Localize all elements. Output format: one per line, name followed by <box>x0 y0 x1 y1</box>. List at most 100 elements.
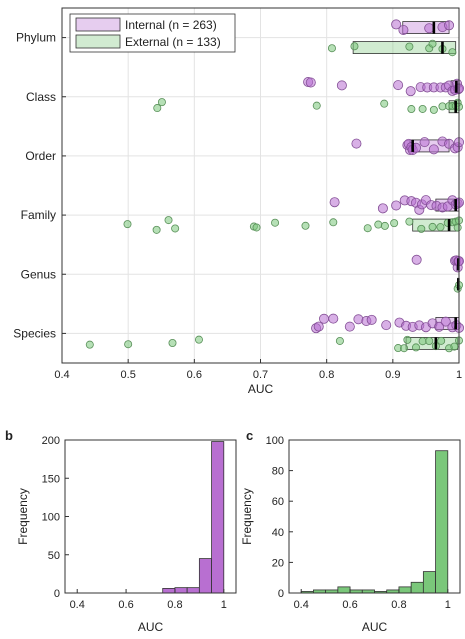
data-point <box>444 20 455 31</box>
panel-b-histogram: b 0.4 0.6 0.8 1 0 50 100 150 200 AUC Frequency <box>5 428 237 634</box>
data-point <box>153 104 162 113</box>
data-point <box>157 98 166 107</box>
data-point <box>428 222 437 231</box>
data-point <box>390 219 399 228</box>
data-point <box>329 197 340 208</box>
data-point <box>391 200 402 211</box>
data-point <box>312 101 321 110</box>
panel-a-medians <box>411 21 460 350</box>
x-tick-label: 0.6 <box>342 599 357 611</box>
data-point <box>319 313 330 324</box>
x-tick-label: 0.8 <box>391 599 406 611</box>
x-tick-label: 0.5 <box>121 369 136 381</box>
panel-a-x-axis-label: AUC <box>248 382 274 396</box>
data-point <box>171 224 180 233</box>
legend-box <box>69 13 236 53</box>
legend-label: External (n = 133) <box>125 35 221 49</box>
data-point <box>411 254 422 265</box>
y-tick-label: 60 <box>272 496 284 508</box>
x-tick-label: 0.4 <box>54 369 69 381</box>
panel-a-strip-plot: 0.4 0.5 0.6 0.7 0.8 0.9 1 Phylum Class Order Fami… <box>13 7 464 396</box>
histogram-bar <box>410 581 424 594</box>
data-point <box>252 223 261 232</box>
y-tick-label: Species <box>13 326 56 340</box>
data-point <box>391 19 402 30</box>
data-point <box>417 224 426 233</box>
panel-b-y-axis-label: Frequency <box>16 488 30 545</box>
panel-c-histogram: c 0.4 0.6 0.8 1 0 20 40 60 80 100 AUC Frequency <box>240 428 461 634</box>
data-point <box>450 342 459 351</box>
data-point <box>393 80 404 91</box>
x-tick-label: 0.9 <box>385 369 400 381</box>
x-tick-label: 1 <box>445 599 451 611</box>
data-point <box>336 80 347 91</box>
y-tick-label: 150 <box>42 473 60 485</box>
data-point <box>407 105 416 114</box>
data-point <box>418 104 427 113</box>
y-tick-label: 50 <box>48 550 60 562</box>
panel-c-bars <box>300 450 449 594</box>
data-point <box>425 336 434 345</box>
histogram-bar <box>198 558 212 594</box>
y-tick-label: Class <box>26 90 56 104</box>
panel-b-letter: b <box>5 428 13 443</box>
histogram-bar <box>435 450 449 594</box>
data-point <box>168 339 177 348</box>
y-tick-label: 200 <box>42 435 60 447</box>
y-tick-label: Family <box>21 208 56 222</box>
data-point <box>164 216 173 225</box>
data-point <box>437 336 446 345</box>
panel-c-x-axis-label: AUC <box>362 620 388 634</box>
data-point <box>350 42 359 51</box>
data-point <box>411 343 420 352</box>
data-point <box>301 221 310 230</box>
y-tick-label: Phylum <box>16 31 56 45</box>
y-tick-label: 40 <box>272 527 284 539</box>
histogram-bar <box>337 586 351 594</box>
data-point <box>429 105 438 114</box>
data-point <box>418 337 427 346</box>
data-point <box>374 220 383 229</box>
data-point <box>351 138 362 149</box>
data-point <box>377 203 388 214</box>
data-point <box>329 218 338 227</box>
y-tick-label: 0 <box>54 588 60 600</box>
x-tick-label: 1 <box>221 599 227 611</box>
data-point <box>344 321 355 332</box>
panel-b-y-ticks: 0 50 100 150 200 <box>42 435 69 600</box>
panel-a-grid <box>61 8 460 363</box>
data-point <box>85 340 94 349</box>
data-point <box>194 335 203 344</box>
data-point <box>363 224 372 233</box>
y-tick-label: 100 <box>42 512 60 524</box>
data-point <box>124 340 133 349</box>
panel-a-points <box>85 19 464 353</box>
data-point <box>313 321 324 332</box>
panel-b-x-ticks: 0.4 0.6 0.8 1 <box>70 589 227 611</box>
histogram-bar <box>422 571 436 594</box>
x-tick-label: 0.8 <box>167 599 182 611</box>
panel-c-frame <box>288 439 461 594</box>
x-tick-label: 0.6 <box>187 369 202 381</box>
histogram-bar <box>398 586 412 594</box>
data-point <box>328 313 339 324</box>
y-tick-label: 0 <box>278 588 284 600</box>
data-point <box>405 86 416 97</box>
data-point <box>381 320 392 331</box>
y-tick-label: 100 <box>266 435 284 447</box>
panel-c-y-axis-label: Frequency <box>240 488 254 545</box>
data-point <box>400 344 409 353</box>
data-point <box>438 102 447 111</box>
panel-a-y-ticks: Phylum Class Order Family Genus Species <box>13 31 66 340</box>
data-point <box>440 316 451 327</box>
x-tick-label: 0.8 <box>319 369 334 381</box>
histogram-bar <box>174 587 188 594</box>
x-tick-label: 0.7 <box>253 369 268 381</box>
panel-c-x-ticks: 0.4 0.6 0.8 1 <box>294 589 451 611</box>
data-point <box>403 335 412 344</box>
panel-b-bars <box>162 441 225 594</box>
x-tick-label: 0.6 <box>118 599 133 611</box>
histogram-bar <box>186 587 200 594</box>
data-point <box>271 218 280 227</box>
